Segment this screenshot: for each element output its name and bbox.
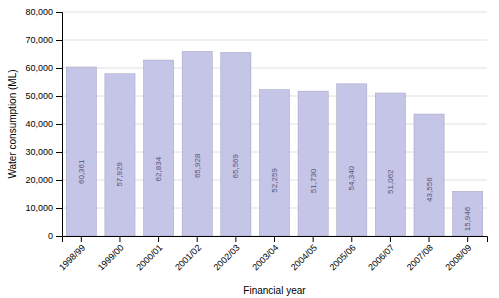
tick-mark	[56, 152, 62, 153]
tick-mark	[56, 236, 62, 237]
bar	[144, 60, 174, 236]
y-axis-title: Water consumption (ML)	[7, 69, 18, 178]
grid	[62, 12, 487, 236]
bar	[453, 191, 483, 236]
plot: 1998/99 1999/00 2000/01 2001/02 2002/03 2003/…	[25, 7, 487, 272]
tick-mark	[351, 236, 352, 242]
y-tick: 30,000	[25, 147, 62, 157]
tick-mark	[56, 96, 62, 97]
tick-mark	[56, 68, 62, 69]
y-tick: 80,000	[25, 7, 62, 17]
data-label: 52,259	[270, 168, 279, 193]
x-tick: 2005/06	[328, 236, 358, 273]
y-tick: 10,000	[25, 203, 62, 213]
bar	[375, 93, 405, 236]
tick-mark	[313, 236, 314, 242]
bars	[66, 51, 483, 236]
axis-line	[63, 237, 488, 243]
x-tick: 2008/09	[443, 236, 473, 273]
y-tick-label: 10,000	[25, 203, 53, 213]
axis-line	[56, 13, 63, 237]
x-axis: 1998/99 1999/00 2000/01 2001/02 2002/03 2003/…	[57, 236, 487, 273]
tick-mark	[119, 236, 120, 242]
bar	[414, 114, 444, 236]
x-tick-label: 2003/04	[250, 242, 280, 272]
data-label: 62,834	[154, 156, 163, 181]
y-tick-label: 60,000	[25, 63, 53, 73]
data-label: 65,928	[193, 153, 202, 178]
grid-line	[62, 68, 487, 69]
bar	[105, 74, 135, 236]
x-axis-title: Financial year	[243, 285, 306, 296]
bar	[298, 91, 328, 236]
x-tick-label: 1999/00	[96, 242, 126, 272]
x-tick-label: 2006/07	[366, 242, 396, 272]
grid-line	[62, 12, 487, 13]
tick-mark	[274, 236, 275, 242]
x-tick-label: 2001/02	[173, 242, 203, 272]
y-tick-label: 20,000	[25, 175, 53, 185]
x-tick-label: 2008/09	[443, 242, 473, 272]
y-tick: 60,000	[25, 63, 62, 73]
bar	[182, 51, 212, 236]
x-tick: 2001/02	[173, 236, 203, 273]
y-tick: 40,000	[25, 119, 62, 129]
tick-mark	[81, 236, 82, 242]
x-tick: 2002/03	[212, 236, 242, 273]
y-tick-label: 30,000	[25, 147, 53, 157]
x-tick-label: 2007/08	[405, 242, 435, 272]
tick-mark	[56, 180, 62, 181]
y-tick: 20,000	[25, 175, 62, 185]
y-tick-label: 70,000	[25, 35, 53, 45]
chart: 1998/99 1999/00 2000/01 2001/02 2002/03 2003/…	[0, 0, 499, 298]
bar	[259, 90, 289, 236]
x-tick-label: 2004/05	[289, 242, 319, 272]
tick-mark	[197, 236, 198, 242]
y-tick: 0	[48, 231, 62, 241]
bar	[66, 67, 96, 236]
tick-mark	[56, 40, 62, 41]
tick-mark	[56, 12, 62, 13]
x-tick: 1998/99	[57, 236, 87, 273]
y-axis: 0 10,000 20,000 30,000 40,000 50,000 60,000 70,…	[25, 7, 62, 241]
data-label: 15,946	[463, 206, 472, 231]
data-label: 60,361	[77, 159, 86, 184]
x-tick: 2007/08	[405, 236, 435, 273]
data-label: 43,556	[425, 177, 434, 202]
x-tick: 2003/04	[250, 236, 280, 273]
tick-mark	[429, 236, 430, 242]
data-label: 57,929	[115, 162, 124, 187]
y-tick-label: 40,000	[25, 119, 53, 129]
y-tick-label: 80,000	[25, 7, 53, 17]
tick-mark	[390, 236, 391, 242]
data-label: 51,062	[386, 169, 395, 194]
data-labels: 60,361 57,929 62,834 65,928 65,569 52,259 51,7…	[77, 153, 472, 231]
tick-mark	[158, 236, 159, 242]
y-tick: 70,000	[25, 35, 62, 45]
x-tick-label: 2000/01	[134, 242, 164, 272]
y-tick-label: 0	[48, 231, 53, 241]
x-tick-label: 2002/03	[212, 242, 242, 272]
x-tick-label: 2005/06	[328, 242, 358, 272]
y-tick-label: 50,000	[25, 91, 53, 101]
data-label: 51,730	[309, 168, 318, 193]
x-tick: 2000/01	[134, 236, 164, 273]
tick-mark	[56, 208, 62, 209]
grid-line	[62, 40, 487, 41]
y-tick: 50,000	[25, 91, 62, 101]
x-tick: 2006/07	[366, 236, 396, 273]
data-label: 65,569	[231, 153, 240, 178]
bar	[337, 84, 367, 236]
x-tick: 2004/05	[289, 236, 319, 273]
tick-mark	[56, 124, 62, 125]
tick-mark	[235, 236, 236, 242]
tick-mark	[467, 236, 468, 242]
x-tick: 1999/00	[96, 236, 126, 273]
data-label: 54,340	[347, 165, 356, 190]
x-tick-label: 1998/99	[57, 242, 87, 272]
bar	[221, 52, 251, 236]
